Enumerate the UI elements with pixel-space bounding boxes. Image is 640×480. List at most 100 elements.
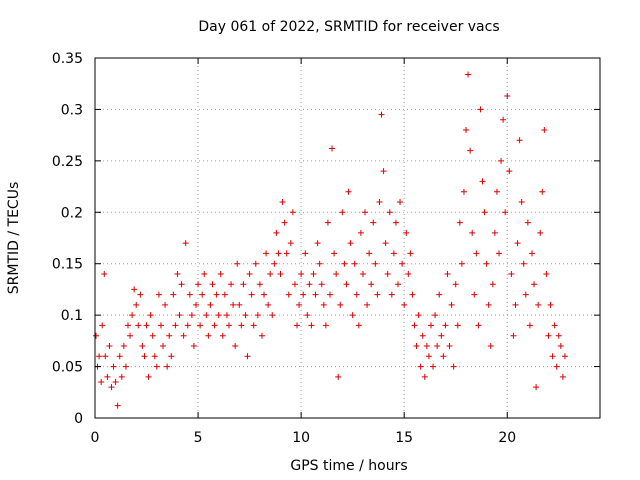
data-point	[479, 178, 486, 185]
data-point	[411, 322, 418, 329]
data-point	[475, 322, 482, 329]
data-point	[481, 209, 488, 216]
data-point	[531, 281, 538, 288]
data-point	[244, 353, 251, 360]
data-point	[384, 271, 391, 277]
data-point	[368, 281, 375, 288]
data-point	[131, 286, 138, 293]
data-point	[205, 332, 212, 339]
data-point	[318, 281, 325, 288]
data-point	[436, 291, 443, 298]
data-point	[320, 301, 327, 308]
data-point	[106, 343, 113, 349]
data-point	[366, 250, 373, 257]
data-point	[465, 71, 472, 78]
data-point	[345, 188, 352, 195]
data-point	[370, 219, 377, 226]
data-point	[225, 322, 232, 329]
data-point	[432, 312, 439, 319]
data-point	[248, 291, 255, 298]
data-point	[188, 312, 195, 319]
data-point	[300, 291, 307, 298]
data-point	[219, 332, 226, 339]
y-tick-label: 0.15	[52, 257, 83, 273]
data-point	[124, 322, 131, 329]
data-point	[460, 188, 467, 195]
data-point	[331, 250, 338, 257]
data-point	[448, 301, 455, 308]
data-point	[419, 332, 426, 339]
data-point	[166, 332, 173, 339]
data-point	[502, 209, 509, 216]
data-point	[430, 363, 437, 370]
data-point	[304, 312, 311, 319]
data-point	[184, 322, 191, 329]
data-point	[193, 301, 199, 308]
data-point	[242, 312, 249, 319]
data-point	[452, 281, 459, 288]
data-point	[160, 343, 167, 349]
data-point	[549, 353, 556, 360]
data-point	[275, 250, 282, 257]
data-point	[555, 332, 562, 339]
data-point	[454, 322, 461, 329]
data-point	[491, 229, 498, 236]
data-point	[291, 281, 298, 288]
data-point	[559, 373, 566, 380]
grid-layer	[95, 58, 600, 418]
data-point	[524, 219, 531, 226]
data-point	[407, 250, 414, 257]
data-point	[427, 322, 434, 329]
data-point	[440, 353, 447, 360]
data-point	[118, 373, 125, 380]
data-point	[98, 379, 105, 385]
data-point	[425, 353, 432, 360]
axis-ticks: 0 0.05 0.1 0.15 0.2 0.25 0.3 0.35 0 5 10 15 20	[52, 51, 600, 446]
data-point	[314, 240, 321, 247]
y-tick-label: 0.3	[61, 102, 83, 118]
plot-frame	[94, 57, 601, 419]
data-point	[518, 199, 525, 205]
data-point	[312, 291, 319, 298]
data-point	[528, 250, 535, 257]
data-point	[349, 312, 356, 319]
data-point	[102, 353, 109, 360]
data-point	[500, 116, 507, 123]
data-point	[258, 332, 265, 339]
data-point	[93, 332, 100, 339]
data-point	[561, 353, 568, 360]
data-point	[337, 301, 344, 308]
data-point	[442, 322, 449, 329]
data-points	[93, 71, 568, 409]
data-point	[250, 322, 257, 329]
data-point	[296, 301, 303, 308]
data-point	[353, 291, 360, 298]
data-point	[120, 343, 127, 349]
data-point	[104, 373, 111, 380]
y-tick-label: 0.1	[61, 308, 83, 324]
x-tick-label: 0	[91, 430, 100, 446]
data-point	[153, 363, 160, 370]
x-tick-label: 10	[292, 430, 310, 446]
data-point	[141, 353, 148, 360]
y-tick-label: 0.05	[52, 360, 83, 376]
data-point	[333, 271, 340, 277]
data-point	[221, 291, 228, 298]
data-point	[310, 271, 317, 277]
data-point	[322, 322, 329, 329]
data-point	[195, 281, 202, 288]
data-point	[127, 332, 134, 339]
data-point	[246, 271, 253, 277]
data-point	[397, 199, 404, 205]
data-point	[473, 250, 480, 257]
data-point	[162, 301, 169, 308]
data-point	[364, 301, 371, 308]
y-tick-label: 0.35	[52, 51, 83, 67]
data-point	[122, 363, 129, 370]
data-point	[351, 260, 358, 267]
data-point	[151, 353, 158, 360]
data-point	[343, 281, 350, 288]
data-point	[306, 281, 313, 288]
data-point	[252, 260, 259, 267]
